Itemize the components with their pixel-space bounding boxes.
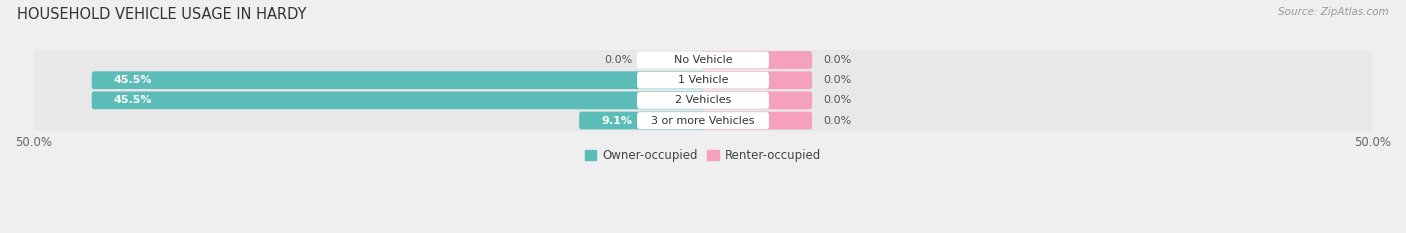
Text: 1 Vehicle: 1 Vehicle [678, 75, 728, 85]
FancyBboxPatch shape [34, 67, 1372, 93]
Text: 0.0%: 0.0% [824, 55, 852, 65]
FancyBboxPatch shape [637, 112, 769, 129]
FancyBboxPatch shape [637, 72, 769, 89]
Text: 45.5%: 45.5% [114, 95, 152, 105]
Text: No Vehicle: No Vehicle [673, 55, 733, 65]
FancyBboxPatch shape [702, 71, 813, 89]
Text: 9.1%: 9.1% [602, 116, 633, 126]
FancyBboxPatch shape [34, 87, 1372, 113]
Text: 2 Vehicles: 2 Vehicles [675, 95, 731, 105]
Text: 0.0%: 0.0% [824, 116, 852, 126]
Text: Source: ZipAtlas.com: Source: ZipAtlas.com [1278, 7, 1389, 17]
FancyBboxPatch shape [91, 92, 704, 109]
FancyBboxPatch shape [637, 51, 769, 69]
FancyBboxPatch shape [702, 112, 813, 129]
FancyBboxPatch shape [34, 47, 1372, 73]
Text: 3 or more Vehicles: 3 or more Vehicles [651, 116, 755, 126]
Text: 45.5%: 45.5% [114, 75, 152, 85]
Text: 0.0%: 0.0% [824, 95, 852, 105]
FancyBboxPatch shape [34, 107, 1372, 134]
Text: HOUSEHOLD VEHICLE USAGE IN HARDY: HOUSEHOLD VEHICLE USAGE IN HARDY [17, 7, 307, 22]
FancyBboxPatch shape [637, 92, 769, 109]
Text: 0.0%: 0.0% [824, 75, 852, 85]
Legend: Owner-occupied, Renter-occupied: Owner-occupied, Renter-occupied [579, 144, 827, 167]
FancyBboxPatch shape [702, 92, 813, 109]
Text: 0.0%: 0.0% [605, 55, 633, 65]
FancyBboxPatch shape [579, 112, 704, 129]
FancyBboxPatch shape [702, 51, 813, 69]
FancyBboxPatch shape [91, 71, 704, 89]
